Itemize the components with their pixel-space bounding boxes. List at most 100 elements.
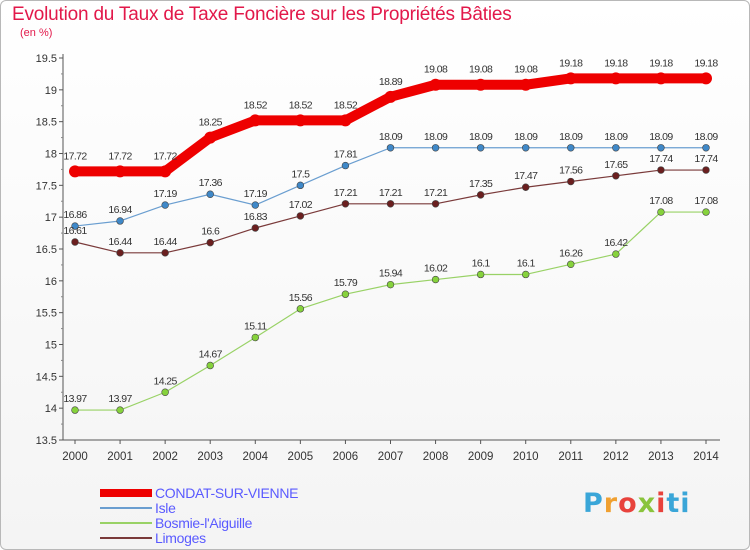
- data-point: [431, 144, 440, 152]
- y-tick-label: 16.5: [36, 244, 57, 256]
- legend-label: Bosmie-l'Aiguille: [155, 514, 253, 531]
- y-tick-label: 15: [45, 340, 57, 352]
- data-point: [341, 290, 350, 298]
- x-tick-label: 2011: [558, 451, 583, 463]
- data-label: 18.89: [379, 76, 403, 88]
- data-point: [339, 114, 352, 127]
- data-label: 14.25: [154, 375, 178, 387]
- y-tick-label: 17.5: [36, 180, 57, 192]
- y-unit-label: (en %): [20, 27, 53, 39]
- data-label: 17.21: [424, 187, 448, 199]
- data-label: 18.09: [694, 131, 718, 143]
- y-tick-label: 13.5: [36, 435, 57, 447]
- data-point: [116, 217, 124, 225]
- data-label: 18.09: [604, 131, 628, 143]
- data-label: 18.09: [649, 131, 673, 143]
- data-label: 16.44: [154, 236, 178, 248]
- y-tick-label: 19: [45, 85, 57, 97]
- data-point: [609, 72, 622, 85]
- data-point: [567, 260, 575, 268]
- data-label: 17.74: [649, 153, 673, 165]
- data-label: 17.47: [514, 170, 538, 182]
- data-point: [161, 388, 169, 396]
- brand-logo: Proxiti: [583, 488, 691, 519]
- y-tick-label: 14.5: [36, 371, 57, 383]
- data-label: 17.21: [379, 187, 403, 199]
- data-label: 15.56: [289, 292, 313, 304]
- data-label: 18.52: [289, 99, 313, 111]
- data-point: [296, 305, 305, 313]
- x-tick-label: 2005: [288, 451, 314, 463]
- data-label: 16.26: [559, 247, 583, 259]
- data-label: 17.72: [108, 150, 132, 162]
- legend-swatch: [100, 522, 152, 525]
- data-point: [431, 200, 440, 208]
- x-tick-label: 2008: [423, 451, 449, 463]
- data-label: 16.86: [63, 209, 87, 221]
- x-tick-label: 2007: [378, 451, 404, 463]
- x-tick-label: 2003: [197, 451, 223, 463]
- data-point: [386, 144, 395, 152]
- data-label: 19.08: [514, 64, 538, 76]
- data-label: 17.21: [334, 187, 358, 199]
- data-point: [296, 212, 305, 220]
- data-label: 19.08: [469, 64, 493, 76]
- y-tick-label: 14: [45, 403, 57, 415]
- data-point: [567, 177, 575, 186]
- data-label: 17.65: [604, 159, 628, 171]
- data-label: 18.25: [199, 117, 223, 129]
- data-label: 15.79: [334, 277, 358, 289]
- data-point: [114, 165, 127, 178]
- legend-label: Limoges: [155, 529, 206, 546]
- data-point: [251, 333, 259, 342]
- data-label: 18.09: [379, 131, 403, 143]
- data-point: [476, 191, 485, 199]
- data-point: [251, 224, 259, 232]
- data-point: [206, 190, 214, 198]
- data-point: [612, 250, 620, 258]
- data-label: 13.97: [63, 393, 87, 405]
- y-tick-label: 18.5: [36, 117, 57, 129]
- data-label: 19.08: [424, 64, 448, 76]
- data-label: 16.1: [472, 257, 491, 269]
- data-label: 15.11: [244, 320, 267, 332]
- data-label: 17.08: [649, 195, 673, 207]
- data-point: [476, 144, 485, 152]
- data-label: 16.02: [424, 263, 448, 275]
- x-tick-label: 2010: [513, 451, 539, 463]
- data-point: [384, 90, 397, 103]
- legend-item: Limoges: [100, 530, 298, 545]
- data-point: [519, 78, 532, 91]
- data-label: 16.1: [517, 257, 536, 269]
- x-tick-label: 2000: [62, 451, 88, 463]
- data-label: 18.09: [514, 131, 538, 143]
- data-point: [386, 280, 395, 289]
- data-point: [476, 270, 485, 279]
- x-tick-label: 2004: [242, 451, 268, 463]
- data-label: 16.61: [63, 225, 87, 237]
- x-tick-label: 2013: [648, 451, 674, 463]
- data-point: [702, 166, 710, 174]
- data-label: 19.18: [559, 57, 583, 69]
- data-point: [522, 144, 530, 152]
- data-point: [386, 200, 395, 208]
- legend-swatch: [100, 507, 152, 510]
- data-point: [567, 144, 575, 152]
- data-label: 17.74: [694, 153, 718, 165]
- data-point: [206, 361, 214, 370]
- data-point: [249, 114, 262, 127]
- data-label: 18.09: [424, 131, 448, 143]
- data-point: [657, 208, 665, 216]
- data-label: 17.19: [244, 188, 268, 200]
- data-point: [612, 172, 620, 180]
- data-point: [341, 161, 350, 170]
- legend-item: Bosmie-l'Aiguille: [100, 515, 298, 530]
- legend-label: Isle: [155, 499, 176, 516]
- data-label: 15.94: [379, 268, 403, 280]
- data-label: 17.02: [289, 199, 313, 211]
- y-tick-label: 18: [45, 149, 57, 161]
- x-tick-label: 2012: [603, 451, 629, 463]
- data-point: [564, 72, 577, 85]
- data-point: [206, 238, 214, 247]
